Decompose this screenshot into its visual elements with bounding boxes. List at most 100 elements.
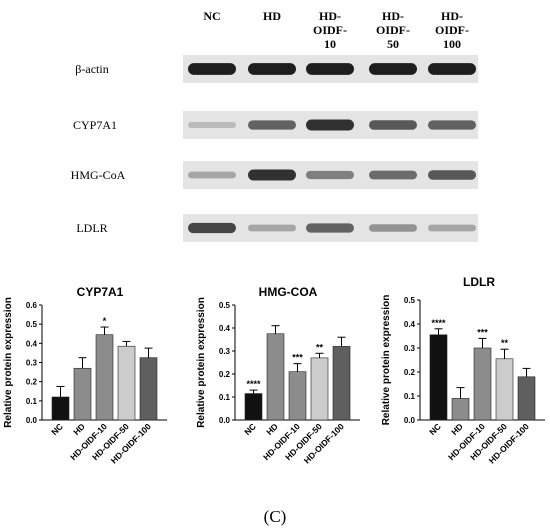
y-tick-label: 0.4 [219, 324, 231, 333]
blot-band [248, 63, 296, 75]
lane-label-line: 100 [443, 37, 461, 51]
blot-band [306, 63, 354, 75]
significance-label: ** [316, 342, 324, 352]
bar [244, 393, 263, 421]
bar [288, 371, 307, 421]
blot-band [369, 63, 417, 75]
bar-chart: LDLR Relative protein expression 0.0 0.1 0.2… [381, 275, 545, 465]
y-tick-label: 0.5 [26, 320, 38, 329]
blot-band [428, 224, 476, 232]
bar [117, 345, 136, 421]
bar [139, 357, 158, 421]
bar-chart: HMG-COA Relative protein expression 0.0 0.1… [196, 285, 360, 465]
blot-band [188, 222, 236, 234]
bar [95, 334, 114, 421]
blot-band [369, 224, 417, 232]
x-tick-label: NC [49, 421, 65, 437]
x-tick-label: NC [427, 421, 443, 437]
blot-band [306, 170, 354, 180]
chart-title: HMG-COA [259, 285, 318, 299]
significance-label: ** [501, 338, 509, 348]
lane-label-line: 50 [387, 37, 399, 51]
blot-band [428, 120, 476, 130]
blot-band [248, 224, 296, 232]
figure-caption: (C) [264, 507, 287, 526]
y-tick-label: 0.1 [26, 397, 38, 406]
significance-label: *** [292, 353, 303, 363]
y-tick-label: 0.2 [26, 378, 38, 387]
x-tick-label: HD [71, 421, 87, 437]
y-tick-label: 0.3 [219, 347, 231, 356]
blot-band [306, 223, 354, 233]
protein-label: β-actin [75, 62, 108, 76]
y-axis-label: Relative protein expression [3, 297, 14, 428]
x-tick-label: HD [264, 421, 280, 437]
protein-label: LDLR [76, 221, 107, 235]
y-tick-label: 0.1 [404, 392, 416, 401]
bar [73, 367, 92, 421]
lane-label: HD-OIDF-100 [435, 9, 469, 51]
lane-label-line: 10 [324, 37, 336, 51]
lane-label-line: HD- [319, 9, 341, 23]
y-axis-label: Relative protein expression [381, 295, 392, 426]
chart-title: CYP7A1 [77, 285, 124, 299]
y-tick-label: 0.4 [26, 339, 38, 348]
bar [266, 333, 285, 421]
bar [517, 376, 536, 421]
blot-band [306, 119, 354, 131]
y-tick-label: 0.5 [219, 301, 231, 310]
lane-label: HD-OIDF-50 [376, 9, 410, 51]
blot-band [188, 171, 236, 179]
bar [310, 357, 329, 421]
bar [473, 347, 492, 421]
bar [429, 334, 448, 421]
blot-band [369, 170, 417, 180]
blot-band [248, 169, 296, 181]
y-tick-label: 0.5 [404, 296, 416, 305]
lane-label-line: HD- [382, 9, 404, 23]
y-axis-label: Relative protein expression [196, 297, 207, 428]
blot-band [188, 63, 236, 75]
y-tick-label: 0.4 [404, 320, 416, 329]
y-tick-label: 0.2 [404, 368, 416, 377]
significance-label: *** [477, 327, 488, 337]
protein-label: CYP7A1 [73, 118, 117, 132]
bar [51, 396, 70, 421]
blot-band [248, 120, 296, 130]
lane-label-line: OIDF- [313, 23, 347, 37]
y-tick-label: 0.0 [26, 416, 38, 425]
lane-label: NC [203, 9, 220, 23]
lane-label-line: HD- [441, 9, 463, 23]
bar-charts-panel: CYP7A1 Relative protein expression 0.0 0.1 0… [3, 275, 545, 465]
lane-label-line: NC [203, 9, 220, 23]
x-tick-label: NC [242, 421, 258, 437]
y-tick-label: 0.0 [404, 416, 416, 425]
blot-band [428, 170, 476, 180]
significance-label: **** [246, 379, 261, 389]
y-tick-label: 0.3 [26, 359, 38, 368]
lane-label-line: OIDF- [435, 23, 469, 37]
x-tick-label: HD [449, 421, 465, 437]
bar [495, 358, 514, 421]
lane-label: HD-OIDF-10 [313, 9, 347, 51]
y-tick-label: 0.3 [404, 344, 416, 353]
western-blot-panel: NC HD HD-OIDF-10HD-OIDF-50HD-OIDF-100β-act… [71, 9, 478, 242]
lane-label: HD [263, 9, 281, 23]
bar [332, 346, 351, 421]
significance-label: **** [431, 318, 446, 328]
lane-label-line: HD [263, 9, 281, 23]
bar [451, 398, 470, 421]
y-tick-label: 0.6 [26, 301, 38, 310]
bar-chart: CYP7A1 Relative protein expression 0.0 0.1 0… [3, 285, 167, 465]
blot-band [369, 120, 417, 130]
y-tick-label: 0.2 [219, 370, 231, 379]
protein-label: HMG-CoA [71, 168, 126, 182]
y-tick-label: 0.0 [219, 416, 231, 425]
chart-title: LDLR [463, 275, 495, 289]
blot-band [428, 63, 476, 75]
y-tick-label: 0.1 [219, 393, 231, 402]
lane-label-line: OIDF- [376, 23, 410, 37]
blot-band [188, 121, 236, 129]
significance-label: * [103, 316, 107, 326]
